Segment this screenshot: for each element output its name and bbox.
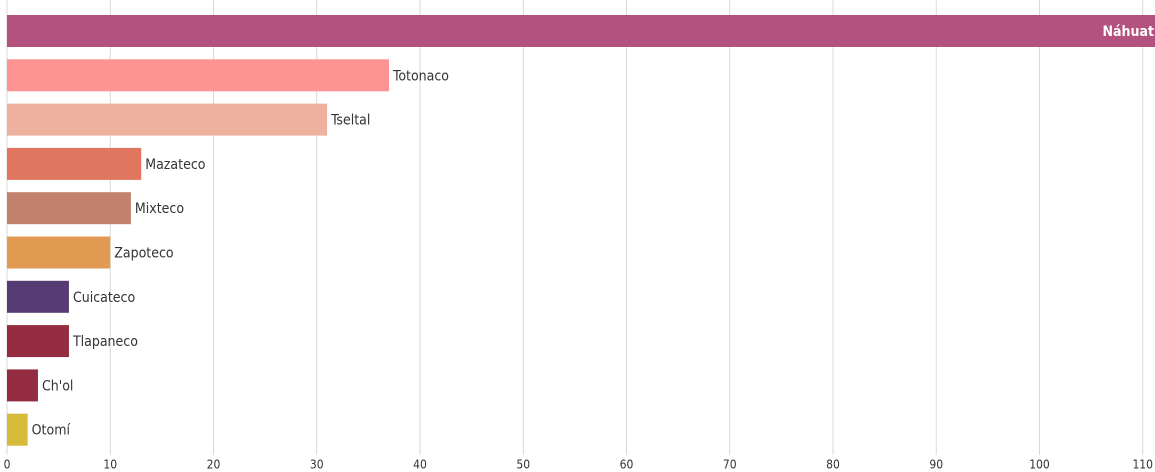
- bar-10[interactable]: [7, 413, 28, 446]
- bar-3[interactable]: [7, 103, 328, 136]
- x-tick-label: 70: [723, 458, 737, 472]
- bar-9[interactable]: [7, 369, 38, 402]
- bar-label-8: Tlapaneco: [72, 334, 138, 350]
- x-tick-label: 20: [207, 458, 221, 472]
- bar-5[interactable]: [7, 192, 131, 225]
- bar-label-4: Mazateco: [145, 157, 206, 173]
- bar-label-1: Náhuat: [1103, 24, 1155, 40]
- bar-2[interactable]: [7, 59, 390, 92]
- bar-label-5: Mixteco: [135, 201, 184, 217]
- bar-4[interactable]: [7, 147, 142, 180]
- bar-1[interactable]: [7, 15, 1155, 47]
- x-tick-label: 30: [310, 458, 324, 472]
- x-tick-label: 40: [413, 458, 427, 472]
- bar-label-2: Totonaco: [392, 68, 449, 84]
- bar-7[interactable]: [7, 280, 69, 313]
- x-tick-label: 50: [516, 458, 530, 472]
- bar-label-9: Ch'ol: [42, 378, 73, 394]
- bar-label-3: Tseltal: [330, 113, 370, 129]
- bar-6[interactable]: [7, 236, 111, 269]
- bars: [7, 15, 1155, 446]
- x-tick-label: 60: [620, 458, 634, 472]
- x-axis: 0 10 20 30 40 50 60 70 80 90 100 110: [4, 458, 1154, 472]
- bar-label-10: Otomí: [32, 423, 71, 439]
- bar-labels: Náhuat Totonaco Tseltal Mazateco Mixteco Zapo…: [32, 24, 1154, 439]
- x-tick-label: 10: [103, 458, 117, 472]
- bar-label-6: Zapoteco: [114, 246, 174, 262]
- x-tick-label: 100: [1029, 458, 1050, 472]
- bar-8[interactable]: [7, 325, 69, 358]
- bar-label-7: Cuicateco: [73, 290, 136, 306]
- x-tick-label: 110: [1132, 458, 1153, 472]
- x-tick-label: 90: [929, 458, 943, 472]
- x-tick-label: 0: [4, 458, 11, 472]
- x-tick-label: 80: [826, 458, 840, 472]
